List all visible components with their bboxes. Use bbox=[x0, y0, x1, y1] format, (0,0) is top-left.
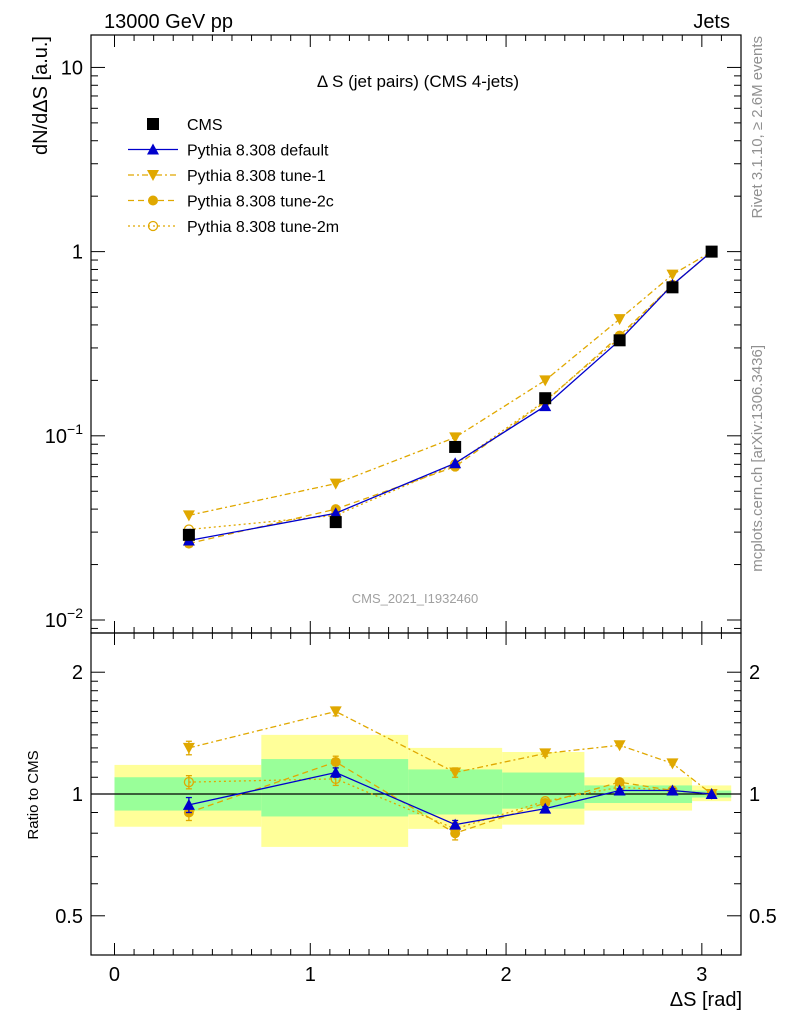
data-point bbox=[705, 245, 718, 258]
data-point bbox=[329, 766, 342, 778]
legend-label: Pythia 8.308 tune-2m bbox=[187, 219, 339, 236]
series-line bbox=[188, 251, 712, 516]
series-line bbox=[188, 251, 713, 545]
y-tick-label: 10−2 bbox=[45, 605, 83, 632]
data-point bbox=[449, 432, 462, 444]
x-tick-label: 2 bbox=[500, 964, 511, 986]
data-point bbox=[613, 314, 626, 326]
legend-marker bbox=[147, 143, 159, 155]
series-tune2c bbox=[183, 246, 717, 549]
data-point bbox=[182, 528, 195, 541]
data-point bbox=[613, 334, 626, 347]
y-axis-label-main: dN/dΔS [a.u.] bbox=[30, 36, 52, 155]
data-point bbox=[449, 457, 462, 469]
data-point bbox=[329, 706, 342, 718]
data-point bbox=[666, 758, 679, 770]
data-point bbox=[666, 281, 679, 294]
data-point bbox=[539, 748, 552, 760]
data-point bbox=[705, 788, 718, 799]
series-default bbox=[182, 766, 718, 830]
legend-label: CMS bbox=[187, 117, 223, 134]
data-point bbox=[182, 742, 195, 754]
main-plot-title: Δ S (jet pairs) (CMS 4-jets) bbox=[317, 72, 519, 91]
legend-marker bbox=[147, 220, 159, 232]
plot-area: 0 1 2 3 10 1 10−1 10−2 0.5 0.5 1 1 2 2 CMS Pythia 8.308… bbox=[45, 34, 777, 986]
legend-label: Pythia 8.308 default bbox=[187, 143, 329, 160]
series-data bbox=[182, 245, 718, 541]
data-point bbox=[449, 818, 462, 830]
legend: CMS Pythia 8.308 default Pythia 8.308 tune… bbox=[128, 117, 339, 236]
data-point bbox=[666, 784, 679, 796]
series-tune2m bbox=[183, 246, 717, 535]
data-point bbox=[613, 784, 626, 796]
y-tick-label: 10 bbox=[61, 57, 83, 79]
data-point bbox=[449, 440, 462, 453]
data-point bbox=[329, 478, 342, 490]
rivet-label: Rivet 3.1.10, ≥ 2.6M events bbox=[749, 36, 766, 219]
legend-label: Pythia 8.308 tune-2c bbox=[187, 194, 334, 211]
data-point bbox=[539, 392, 552, 405]
data-point bbox=[450, 828, 461, 839]
legend-marker bbox=[147, 118, 159, 130]
ratio-y-tick-label-right: 1 bbox=[749, 784, 760, 806]
watermark: CMS_2021_I1932460 bbox=[352, 591, 479, 606]
x-tick-label: 1 bbox=[305, 964, 316, 986]
data-point bbox=[666, 269, 679, 281]
series-default bbox=[182, 245, 718, 546]
series-line bbox=[188, 251, 713, 531]
ratio-y-tick-label-right: 2 bbox=[749, 662, 760, 684]
ratio-y-tick-label: 2 bbox=[72, 662, 83, 684]
data-point bbox=[614, 777, 625, 788]
mcplots-label: mcplots.cern.ch [arXiv:1306.3436] bbox=[749, 345, 766, 572]
data-point bbox=[182, 510, 195, 522]
data-point bbox=[182, 798, 195, 810]
ratio-y-tick-label-right: 0.5 bbox=[749, 906, 777, 928]
x-tick-label: 3 bbox=[696, 964, 707, 986]
ratio-y-tick-label: 1 bbox=[72, 784, 83, 806]
y-axis-label-ratio: Ratio to CMS bbox=[25, 750, 42, 839]
legend-marker bbox=[147, 170, 159, 181]
x-axis-label: ΔS [rad] bbox=[670, 989, 742, 1011]
series-tune1 bbox=[182, 706, 718, 800]
data-point bbox=[329, 507, 342, 519]
ratio-y-tick-label: 0.5 bbox=[55, 906, 83, 928]
data-point bbox=[449, 767, 462, 779]
data-point bbox=[329, 516, 342, 529]
series-tune1 bbox=[182, 246, 718, 522]
header-right: Jets bbox=[693, 11, 730, 33]
y-tick-label: 1 bbox=[72, 242, 83, 264]
data-point bbox=[539, 400, 552, 412]
header-left: 13000 GeV pp bbox=[104, 11, 233, 33]
y-tick-label: 10−1 bbox=[45, 421, 83, 448]
data-point bbox=[539, 802, 552, 814]
x-tick-label: 0 bbox=[109, 964, 120, 986]
data-point bbox=[183, 776, 195, 788]
series-line bbox=[188, 251, 713, 542]
data-point bbox=[539, 375, 552, 387]
legend-label: Pythia 8.308 tune-1 bbox=[187, 168, 326, 185]
data-point bbox=[613, 740, 626, 752]
legend-marker bbox=[148, 195, 158, 206]
data-point bbox=[330, 756, 341, 767]
